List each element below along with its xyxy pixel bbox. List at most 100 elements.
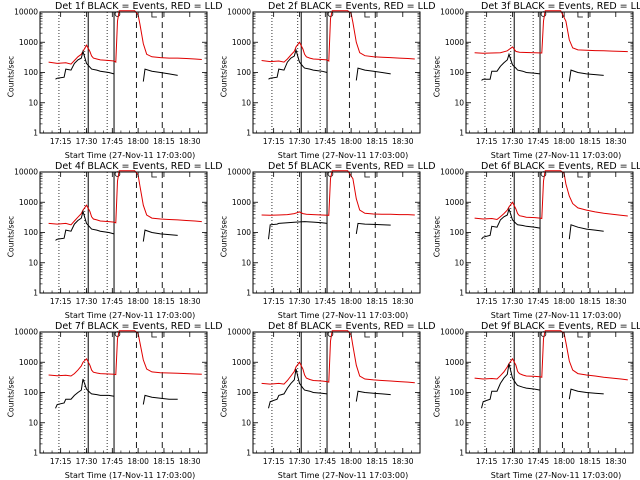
bracket-marker [151,172,157,178]
x-tick-label: 17:45 [314,297,336,306]
x-tick-label: 18:15 [579,297,601,306]
x-axis-label: Start Time (27-Nov-11 17:03:00) [490,471,622,480]
detector-panel-8: Det 8f BLACK = Events, RED = LLD Counts/s… [213,320,436,480]
bracket-marker [364,332,370,338]
events-series-line [268,221,391,240]
bracket-marker [151,12,157,18]
y-tick-label: 10 [454,258,464,267]
panel-plot: 1 10 100 1000 10000 17:15 17:30 17:45 18:00 18:15… [227,8,421,146]
x-axis-label: Start Time (17-Nov-11 17:03:00) [64,471,196,480]
x-tick-label: 17:45 [527,137,549,146]
x-axis-label: Start Time (27-Nov-11 17:03:00) [277,471,409,480]
x-tick-label: 17:30 [76,137,98,146]
x-tick-label: 18:15 [153,457,175,466]
x-tick-label: 17:30 [502,137,524,146]
x-axis-label: Start Time (27-Nov-11 17:03:00) [64,311,196,320]
x-tick-label: 17:45 [101,137,123,146]
x-tick-label: 18:00 [340,137,362,146]
lld-series-line [474,10,628,54]
x-tick-label: 18:15 [366,137,388,146]
detector-panel-4: Det 4f BLACK = Events, RED = LLD Counts/s… [0,160,223,320]
x-tick-label: 18:00 [127,137,149,146]
detector-panel-6: Det 6f BLACK = Events, RED = LLD Counts/s… [426,160,640,320]
bracket-marker [577,332,583,338]
y-tick-label: 1 [459,129,464,138]
x-tick-label: 18:30 [605,457,627,466]
y-tick-label: 1000 [445,358,464,367]
bracket-marker [364,12,370,18]
x-tick-label: 18:30 [605,137,627,146]
y-tick-label: 10000 [227,8,251,17]
x-tick-label: 17:15 [50,457,72,466]
x-tick-label: 17:15 [263,137,285,146]
y-tick-label: 100 [237,388,252,397]
events-series-line [55,378,178,409]
bracket-marker [577,172,583,178]
y-tick-label: 100 [237,228,252,237]
y-tick-label: 100 [450,388,465,397]
y-tick-label: 1 [33,289,38,298]
y-tick-label: 10000 [440,328,464,337]
y-tick-label: 10 [28,418,38,427]
panel-plot: 1 10 100 1000 10000 17:15 17:30 17:45 18:00 18:15… [14,328,208,466]
y-tick-label: 1 [246,449,251,458]
events-series-line [268,368,391,409]
x-tick-label: 18:15 [579,457,601,466]
panel-plot: 1 10 100 1000 10000 17:15 17:30 17:45 18:00 18:15… [14,168,208,306]
plot-frame [252,331,421,454]
x-tick-label: 18:00 [127,457,149,466]
lld-series-line [261,10,415,63]
y-tick-label: 10 [241,418,251,427]
y-tick-label: 10 [241,98,251,107]
panel-plot: 1 10 100 1000 10000 17:15 17:30 17:45 18:00 18:15… [440,328,634,466]
y-tick-label: 10 [241,258,251,267]
x-tick-label: 17:15 [50,137,72,146]
x-axis-label: Start Time (27-Nov-11 17:03:00) [490,151,622,160]
y-tick-label: 1000 [445,198,464,207]
x-tick-label: 17:45 [314,457,336,466]
x-axis-label: Start Time (27-Nov-11 17:03:00) [277,311,409,320]
bracket-marker [151,332,157,338]
x-axis-label: Start Time (27-Nov-11 17:03:00) [64,151,196,160]
lld-series-line [48,330,202,377]
x-axis-label: Start Time (27-Nov-11 17:03:00) [490,311,622,320]
x-tick-label: 18:15 [153,137,175,146]
x-tick-label: 17:45 [314,137,336,146]
panel-plot: 1 10 100 1000 10000 17:15 17:30 17:45 18:00 18:15… [440,168,634,306]
events-series-line [55,209,178,242]
panel-title: Det 3f BLACK = Events, RED = LLD [481,1,640,12]
x-tick-label: 17:30 [76,457,98,466]
events-series-line [55,49,178,82]
x-tick-label: 18:30 [605,297,627,306]
bracket-marker [577,12,583,18]
panel-plot: 1 10 100 1000 10000 17:15 17:30 17:45 18:00 18:15… [14,8,208,146]
x-tick-label: 18:30 [392,457,414,466]
x-tick-label: 17:30 [289,137,311,146]
events-series-line [268,48,391,81]
detector-panel-1: Det 1f BLACK = Events, RED = LLD Counts/s… [0,0,223,160]
y-tick-label: 10000 [14,168,38,177]
x-tick-label: 17:15 [476,137,498,146]
x-tick-label: 17:30 [289,457,311,466]
y-tick-label: 1 [459,289,464,298]
detector-panel-5: Det 5f BLACK = Events, RED = LLD Counts/s… [213,160,436,320]
lld-series-line [474,330,628,381]
x-tick-label: 17:45 [101,297,123,306]
x-tick-label: 18:00 [553,457,575,466]
x-tick-label: 18:30 [392,297,414,306]
y-tick-label: 1000 [19,358,38,367]
x-tick-label: 17:45 [527,297,549,306]
x-tick-label: 18:00 [340,297,362,306]
y-tick-label: 10000 [14,328,38,337]
x-tick-label: 17:30 [502,457,524,466]
x-tick-label: 18:30 [392,137,414,146]
panel-title: Det 1f BLACK = Events, RED = LLD [55,1,223,12]
y-tick-label: 10000 [440,168,464,177]
x-tick-label: 18:15 [366,457,388,466]
y-tick-label: 100 [450,68,465,77]
x-tick-label: 17:15 [263,457,285,466]
x-tick-label: 17:45 [527,457,549,466]
y-tick-label: 10 [28,98,38,107]
panel-plot: 1 10 100 1000 10000 17:15 17:30 17:45 18:00 18:15… [440,8,634,146]
